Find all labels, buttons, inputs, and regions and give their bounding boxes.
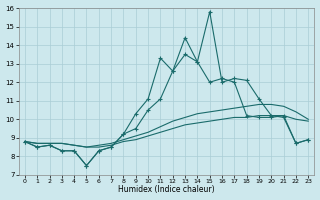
X-axis label: Humidex (Indice chaleur): Humidex (Indice chaleur) — [118, 185, 215, 194]
